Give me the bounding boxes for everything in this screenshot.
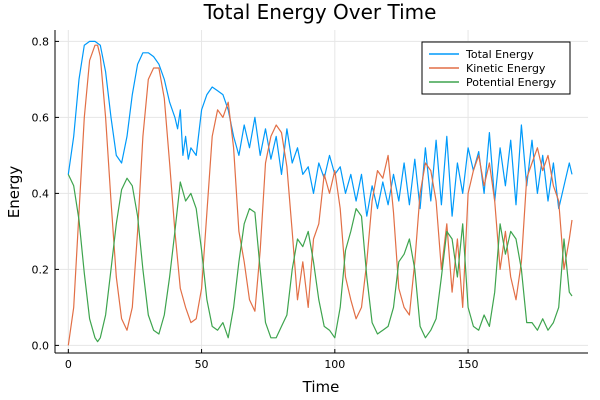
kinetic-energy-line (67, 44, 573, 346)
x-tick-label: 0 (65, 358, 72, 371)
y-tick-label: 0.4 (32, 187, 50, 200)
potential-energy-legend-label: Potential Energy (466, 76, 557, 89)
kinetic-energy-legend-label: Kinetic Energy (466, 62, 546, 75)
x-tick-label: 50 (195, 358, 209, 371)
y-tick-label: 0.0 (32, 339, 50, 352)
ticks: 0 50 100 150 0.0 0.2 0.4 0.6 0.8 (32, 35, 479, 371)
y-tick-label: 0.6 (32, 111, 50, 124)
y-tick-label: 0.8 (32, 35, 50, 48)
x-tick-label: 100 (324, 358, 345, 371)
series-lines (67, 40, 573, 346)
y-axis-label: Energy (5, 166, 23, 219)
plot-area: 0 50 100 150 0.0 0.2 0.4 0.6 0.8 (32, 30, 588, 371)
total-energy-line (67, 40, 573, 217)
total-energy-legend-label: Total Energy (465, 48, 534, 61)
grid (55, 30, 588, 353)
y-tick-label: 0.2 (32, 263, 50, 276)
x-axis-label: Time (302, 378, 340, 396)
chart-title: Total Energy Over Time (203, 0, 437, 24)
potential-energy-line (67, 174, 573, 343)
x-tick-label: 150 (458, 358, 479, 371)
